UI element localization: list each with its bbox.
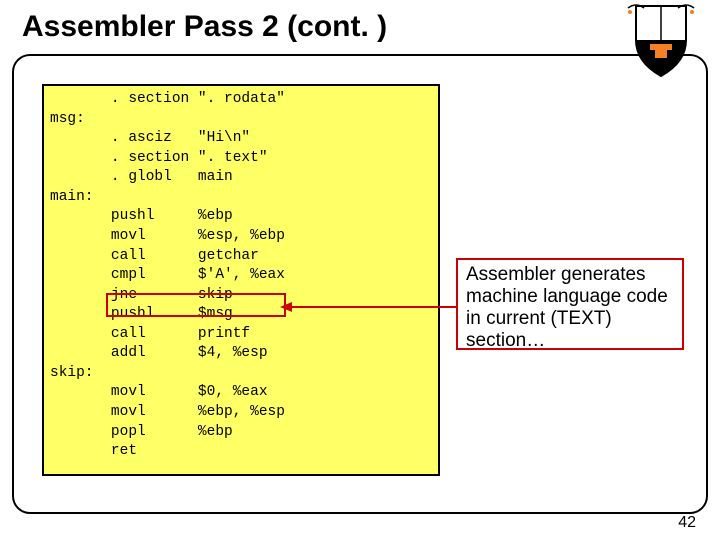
code-listing-box: . section ". rodata" msg: . asciz "Hi\n"…	[42, 84, 440, 476]
slide-title: Assembler Pass 2 (cont. )	[22, 10, 387, 44]
highlight-cmpl-line	[106, 293, 286, 317]
callout-box: Assembler generates machine language cod…	[456, 258, 684, 350]
page-number: 42	[678, 514, 696, 532]
assembly-code: . section ". rodata" msg: . asciz "Hi\n"…	[44, 86, 438, 462]
princeton-shield-icon	[626, 0, 696, 80]
callout-arrow	[280, 296, 466, 318]
